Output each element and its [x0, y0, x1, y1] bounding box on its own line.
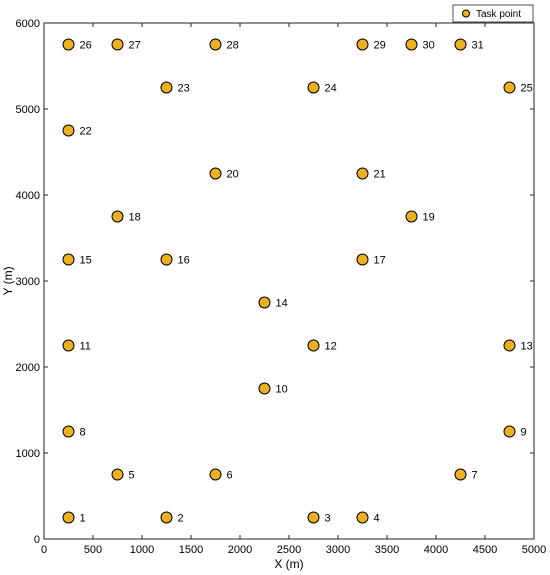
- task-point-label: 20: [227, 169, 239, 181]
- task-point-label: 8: [80, 427, 86, 439]
- task-point-label: 13: [521, 341, 533, 353]
- task-point-label: 16: [178, 255, 190, 267]
- task-point-label: 14: [276, 298, 288, 310]
- task-point-marker: [62, 253, 75, 266]
- task-point-label: 30: [423, 40, 435, 52]
- task-point-marker: [356, 167, 369, 180]
- task-point-label: 3: [325, 513, 331, 525]
- task-point-label: 1: [80, 513, 86, 525]
- task-point-marker: [258, 296, 271, 309]
- task-point-label: 4: [374, 513, 380, 525]
- y-tick-label: 1000: [16, 448, 40, 460]
- task-point-label: 28: [227, 40, 239, 52]
- task-point-label: 12: [325, 341, 337, 353]
- task-point-marker: [62, 38, 75, 51]
- task-point-marker: [454, 468, 467, 481]
- plot-area: [43, 22, 535, 540]
- x-tick-label: 0: [41, 544, 47, 556]
- task-point-marker: [503, 425, 516, 438]
- task-point-marker: [503, 81, 516, 94]
- x-tick-label: 4000: [424, 544, 448, 556]
- axis-ticks: 0 500 1000 1500 2000 2500 3000 3500 4000 4500 5000…: [16, 18, 547, 556]
- task-point-marker: [503, 339, 516, 352]
- task-point-label: 23: [178, 83, 190, 95]
- task-point-marker: [111, 468, 124, 481]
- x-tick-label: 1500: [179, 544, 203, 556]
- x-tick-label: 4500: [473, 544, 497, 556]
- task-point-marker: [356, 253, 369, 266]
- task-point-marker: [405, 38, 418, 51]
- x-tick-label: 2500: [277, 544, 301, 556]
- task-point-marker: [209, 468, 222, 481]
- y-tick-label: 4000: [16, 190, 40, 202]
- task-point-marker: [307, 81, 320, 94]
- task-point-marker: [405, 210, 418, 223]
- legend: Task point: [452, 4, 534, 23]
- task-point-label: 2: [178, 513, 184, 525]
- task-point-marker: [160, 511, 173, 524]
- x-tick-label: 5000: [522, 544, 546, 556]
- task-point-label: 24: [325, 83, 337, 95]
- task-point-label: 11: [80, 341, 91, 353]
- y-tick-label: 3000: [16, 276, 40, 288]
- task-point-marker: [111, 38, 124, 51]
- task-point-marker: [62, 339, 75, 352]
- task-point-marker: [356, 511, 369, 524]
- task-point-label: 21: [374, 169, 386, 181]
- y-tick-label: 6000: [16, 18, 40, 30]
- x-tick-label: 2000: [228, 544, 252, 556]
- task-point-label: 5: [129, 470, 135, 482]
- legend-entry-label: Task point: [476, 9, 521, 20]
- task-point-marker: [160, 253, 173, 266]
- task-point-marker: [111, 210, 124, 223]
- task-point-marker: [209, 167, 222, 180]
- task-point-marker: [454, 38, 467, 51]
- task-point-label: 26: [80, 40, 92, 52]
- y-tick-label: 5000: [16, 104, 40, 116]
- task-point-label: 31: [472, 40, 484, 52]
- task-point-marker: [160, 81, 173, 94]
- task-point-marker: [209, 38, 222, 51]
- task-point-label: 7: [472, 470, 478, 482]
- task-point-label: 6: [227, 470, 233, 482]
- x-tick-label: 3000: [326, 544, 350, 556]
- task-point-marker: [307, 511, 320, 524]
- y-axis-title: Y (m): [1, 266, 15, 295]
- task-point-label: 15: [80, 255, 92, 267]
- task-point-marker: [62, 124, 75, 137]
- task-point-label: 29: [374, 40, 386, 52]
- task-point-marker: [62, 425, 75, 438]
- task-point-marker: [356, 38, 369, 51]
- task-point-marker: [258, 382, 271, 395]
- task-point-label: 18: [129, 212, 141, 224]
- legend-marker: [462, 9, 470, 18]
- x-axis-title: X (m): [274, 557, 303, 571]
- task-point-label: 17: [374, 255, 386, 267]
- task-point-label: 9: [521, 427, 527, 439]
- task-point-label: 19: [423, 212, 435, 224]
- task-point-marker: [62, 511, 75, 524]
- legend-box: [452, 4, 534, 23]
- x-tick-label: 500: [84, 544, 102, 556]
- task-point-label: 25: [521, 83, 533, 95]
- task-point-label: 27: [129, 40, 141, 52]
- task-point-marker: [307, 339, 320, 352]
- x-tick-label: 3500: [375, 544, 399, 556]
- y-tick-label: 2000: [16, 362, 40, 374]
- y-tick-label: 0: [34, 534, 40, 546]
- task-point-label: 10: [276, 384, 288, 396]
- task-point-label: 22: [80, 126, 92, 138]
- x-tick-label: 1000: [130, 544, 154, 556]
